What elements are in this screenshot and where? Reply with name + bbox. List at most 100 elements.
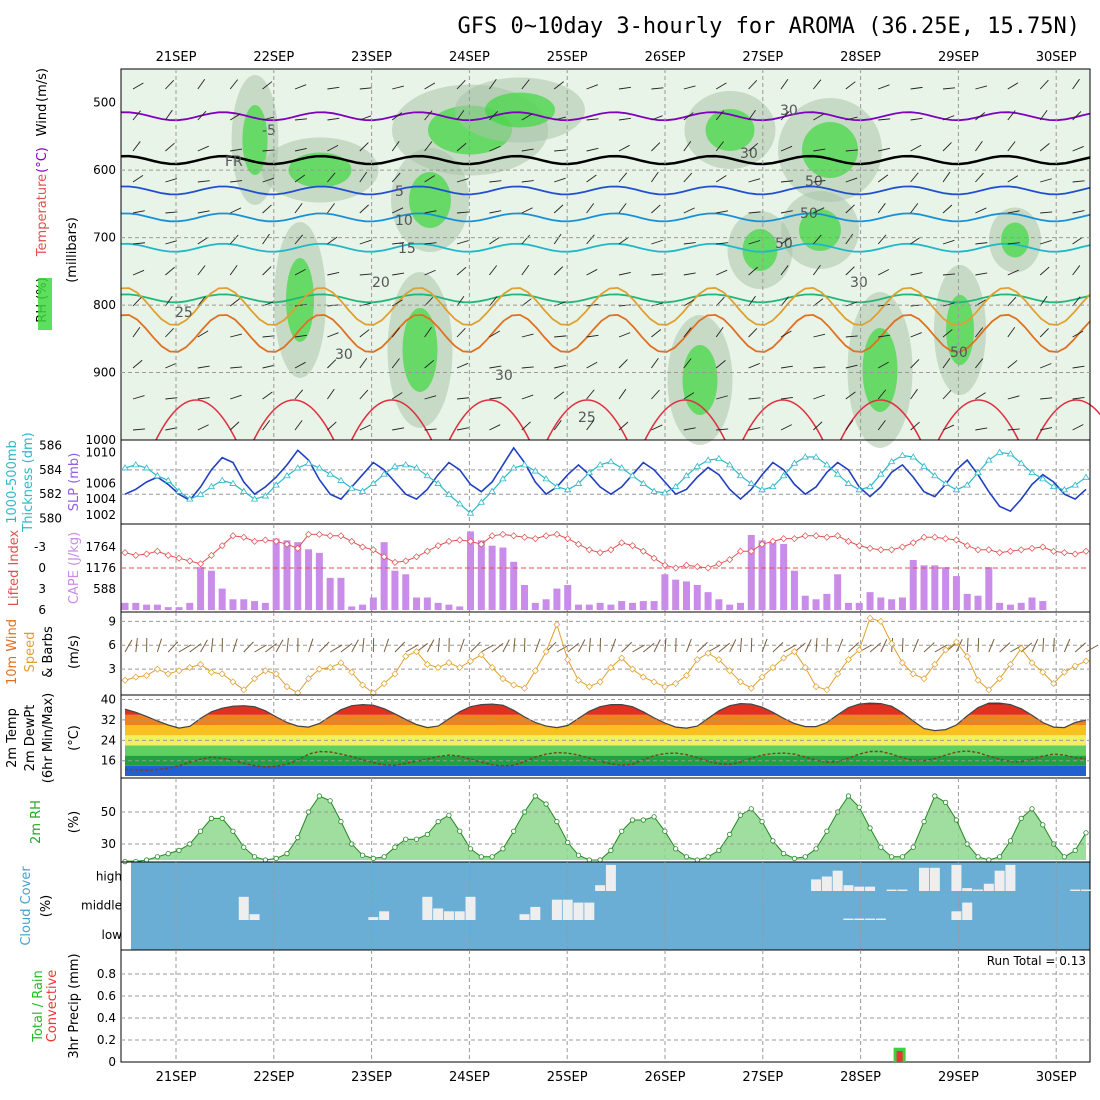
- rh-point: [662, 828, 668, 834]
- wind-barb: [489, 296, 498, 307]
- lifted-index-point: [359, 543, 367, 551]
- lifted-index-point: [952, 536, 960, 544]
- rh-point: [910, 844, 916, 850]
- cloud-cover-bar: [821, 876, 832, 891]
- surface-wind-barb: [534, 638, 541, 653]
- wind-barb: [132, 326, 141, 338]
- wind-barb: [229, 298, 240, 307]
- wind-speed-point: [1028, 659, 1036, 667]
- lifted-index-point: [283, 540, 291, 548]
- temperature-contour-surface: [1035, 399, 1100, 441]
- wind-barb: [197, 296, 206, 307]
- surface-wind-barb: [426, 639, 435, 653]
- lifted-index-point: [164, 551, 172, 559]
- lifted-index-point: [305, 530, 313, 538]
- slp-point: [736, 471, 745, 479]
- surface-wind-barb: [718, 642, 731, 653]
- cape-bar: [305, 549, 313, 610]
- wind-barb: [942, 357, 951, 369]
- wind-barb: [942, 115, 955, 121]
- surface-wind-barb: [502, 639, 510, 653]
- rh-point: [327, 798, 333, 804]
- lifted-index-point: [229, 532, 237, 540]
- slp-point: [542, 475, 550, 482]
- rh-point: [316, 793, 322, 799]
- wind-speed-point: [780, 654, 788, 662]
- cape-bar: [974, 595, 982, 610]
- slp-tick-label: 1006: [85, 477, 116, 491]
- wind-barb: [618, 359, 628, 369]
- slp-point: [164, 476, 172, 483]
- lifted-index-point: [337, 532, 345, 540]
- wind-barb: [1007, 326, 1016, 338]
- wind-speed-point: [423, 660, 431, 668]
- wind-barb: [975, 207, 987, 214]
- wind-barb: [586, 147, 599, 152]
- date-label-bottom: 30SEP: [1036, 1070, 1077, 1085]
- lifted-index-point: [855, 542, 863, 550]
- wind-barb: [262, 335, 275, 338]
- wind-barb: [392, 272, 405, 276]
- wind-barb: [489, 145, 501, 152]
- wind-barb: [975, 242, 988, 245]
- wind-barb: [618, 144, 630, 152]
- wind-barb: [586, 203, 595, 214]
- slp-point: [823, 461, 831, 468]
- lifted-index-point: [575, 540, 583, 548]
- wind-speed-point: [1082, 657, 1090, 665]
- wind-barb: [683, 207, 695, 214]
- wind-barb: [651, 115, 663, 121]
- rh-point: [532, 793, 538, 799]
- wind-barb: [586, 84, 598, 90]
- surface-wind-barb: [1063, 638, 1071, 653]
- lifted-index-point: [844, 537, 852, 545]
- wind-barb: [392, 85, 404, 90]
- surface-wind-barb: [653, 639, 661, 653]
- cape-bar: [164, 607, 172, 610]
- wind-speed-point: [153, 665, 161, 673]
- cloud-cover-bar: [832, 870, 843, 891]
- cape-bar: [207, 570, 215, 610]
- rh-point: [705, 854, 711, 860]
- temperature-contour-surface: [644, 399, 726, 441]
- wind-barb: [554, 335, 567, 338]
- contour-label: 50: [775, 236, 793, 252]
- wind-panel-frame: [120, 611, 1091, 696]
- wind-barb: [910, 117, 923, 121]
- wind-barb: [327, 86, 340, 90]
- lifted-index-point: [348, 537, 356, 545]
- surface-wind-barb: [739, 638, 742, 653]
- cloud-layer-label: high: [96, 870, 122, 884]
- wind-speed-point: [639, 673, 647, 681]
- thickness-tick-label: 580: [39, 512, 62, 526]
- slp-point: [866, 482, 874, 490]
- wind-barb: [651, 239, 663, 245]
- surface-wind-barb: [329, 644, 343, 653]
- wind-barb: [813, 180, 826, 183]
- precip-convective-bar: [896, 1051, 903, 1062]
- wind-barb: [132, 296, 142, 307]
- rh-point: [759, 818, 765, 825]
- cape-bar: [877, 597, 885, 610]
- rh-point: [424, 831, 430, 838]
- rh-point: [1007, 838, 1014, 844]
- temperature-contour-surface: [937, 399, 1020, 441]
- rh-point: [867, 825, 873, 831]
- wind-barb: [975, 392, 986, 400]
- wind-barb: [748, 397, 761, 400]
- wind-barb: [456, 266, 467, 276]
- wind-barb: [910, 421, 920, 431]
- wind-speed-point: [251, 675, 259, 683]
- slp-point: [466, 509, 475, 516]
- rh-axis-label-1: 2m RH: [29, 800, 44, 844]
- temperature-contour-surface: [155, 399, 237, 441]
- wind-speed-point: [413, 648, 421, 656]
- cloud-cover-bar: [433, 908, 444, 920]
- wind-speed-point: [1017, 644, 1025, 652]
- cloud-cover-bar: [519, 914, 530, 920]
- cape-bar: [413, 597, 421, 610]
- wind-speed-point: [575, 676, 583, 684]
- wind-barb: [262, 149, 275, 152]
- wind-barb: [359, 171, 368, 183]
- wind-barb: [683, 427, 696, 431]
